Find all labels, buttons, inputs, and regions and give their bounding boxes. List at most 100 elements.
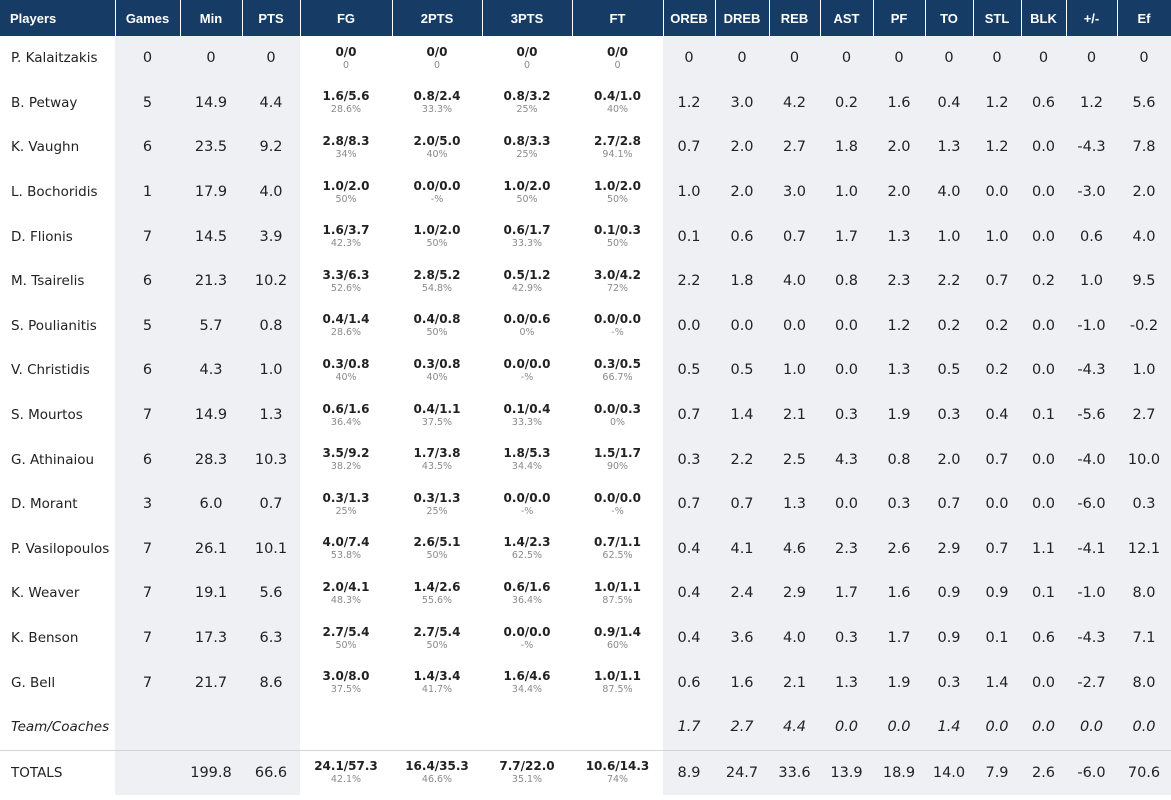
- shots-made-attempted: 2.0/5.0: [413, 133, 461, 148]
- oreb-cell: 0.7: [663, 481, 715, 527]
- games-cell: 7: [115, 660, 180, 705]
- ef-cell: 8.0: [1117, 571, 1171, 616]
- to-cell: 2.9: [925, 526, 973, 572]
- player-name-cell[interactable]: B. Petway: [11, 94, 78, 111]
- blk-cell: 0.1: [1021, 571, 1066, 616]
- pf-cell: 0.0: [873, 704, 925, 750]
- ef-cell: 9.5: [1117, 258, 1171, 304]
- player-name-cell[interactable]: V. Christidis: [11, 362, 90, 379]
- shots-made-attempted: 0.1/0.4: [503, 401, 551, 416]
- player-name-cell[interactable]: G. Bell: [11, 674, 56, 691]
- player-name-cell[interactable]: G. Athinaiou: [11, 451, 95, 468]
- player-name-cell[interactable]: M. Tsairelis: [11, 273, 85, 290]
- column-header-dreb[interactable]: DREB: [715, 0, 770, 36]
- ef-cell: 4.0: [1117, 214, 1171, 259]
- shot-percentage: -%: [611, 327, 624, 339]
- player-name-cell[interactable]: P. Vasilopoulos: [11, 540, 110, 557]
- blk-cell: 0.1: [1021, 392, 1066, 438]
- points-cell: 0.7: [242, 481, 300, 527]
- oreb-cell: 0: [663, 36, 715, 81]
- stl-cell: 7.9: [973, 749, 1021, 796]
- shot-cell-fg: 3.0/8.0 37.5%: [300, 660, 392, 705]
- column-header-ef[interactable]: Ef: [1117, 0, 1171, 36]
- column-header-stl[interactable]: STL: [973, 0, 1022, 36]
- player-name-cell[interactable]: D. Morant: [11, 496, 78, 513]
- player-row: D. Morant 3 6.0 0.7 0.3/1.3 25% 0.3/1.3 25% 0.0/…: [0, 481, 1171, 527]
- shots-made-attempted: 2.6/5.1: [413, 535, 461, 550]
- shot-cell-fg: 2.8/8.3 34%: [300, 125, 392, 170]
- player-row: G. Athinaiou 6 28.3 10.3 3.5/9.2 38.2% 1.7/3.8…: [0, 437, 1171, 482]
- shots-made-attempted: 1.6/5.6: [322, 89, 370, 104]
- to-cell: 0.3: [925, 660, 973, 705]
- points-cell: 3.9: [242, 214, 300, 259]
- ast-cell: 1.8: [820, 125, 873, 170]
- shot-cell-two: 0.4/0.8 50%: [392, 304, 482, 349]
- shot-percentage: 0: [433, 59, 441, 71]
- column-header-blk[interactable]: BLK: [1021, 0, 1067, 36]
- shots-made-attempted: 3.5/9.2: [322, 446, 370, 461]
- shots-made-attempted: 3.0/4.2: [594, 267, 641, 282]
- column-header-players[interactable]: Players: [0, 0, 116, 36]
- shot-percentage: 62.5%: [602, 550, 633, 562]
- shot-cell-fg: 3.5/9.2 38.2%: [300, 437, 392, 482]
- column-header-oreb[interactable]: OREB: [663, 0, 716, 36]
- column-header-pf[interactable]: PF: [873, 0, 926, 36]
- ast-cell: 1.0: [820, 169, 873, 215]
- player-name-cell[interactable]: D. Flionis: [11, 228, 73, 245]
- empty-cell: [572, 705, 663, 750]
- shot-cell-fg: 0.3/0.8 40%: [300, 348, 392, 393]
- player-name-cell[interactable]: K. Vaughn: [11, 139, 80, 156]
- column-header-games[interactable]: Games: [115, 0, 181, 36]
- column-header-ft[interactable]: FT: [572, 0, 664, 36]
- player-name-cell[interactable]: L. Bochoridis: [11, 184, 98, 201]
- ef-cell: 2.0: [1117, 169, 1171, 215]
- player-name-cell[interactable]: K. Benson: [11, 630, 79, 647]
- shots-made-attempted: 0.9/1.4: [594, 624, 641, 639]
- player-name-cell[interactable]: P. Kalaitzakis: [11, 50, 98, 67]
- player-row: B. Petway 5 14.9 4.4 1.6/5.6 28.6% 0.8/2.4 33.3…: [0, 80, 1171, 126]
- column-header-2pts[interactable]: 2PTS: [392, 0, 483, 36]
- shot-cell-two: 16.4/35.3 46.6%: [392, 749, 482, 796]
- column-header-to[interactable]: TO: [925, 0, 974, 36]
- shot-percentage: 74%: [606, 774, 629, 786]
- shot-cell-fg: 24.1/57.3 42.1%: [300, 749, 392, 796]
- games-cell: 7: [115, 615, 180, 661]
- shot-percentage: -%: [611, 505, 624, 517]
- shot-percentage: 90%: [606, 461, 629, 473]
- shot-percentage: 52.6%: [330, 282, 362, 294]
- shots-made-attempted: 1.0/2.0: [322, 178, 370, 193]
- to-cell: 0.3: [925, 392, 973, 438]
- blk-cell: 0.0: [1021, 437, 1066, 482]
- dreb-cell: 0.6: [715, 214, 769, 259]
- shots-made-attempted: 0.1/0.3: [594, 223, 641, 238]
- column-header-fg[interactable]: FG: [300, 0, 393, 36]
- column-header-min[interactable]: Min: [180, 0, 243, 36]
- ast-cell: 0.0: [820, 303, 873, 349]
- column-header-pts[interactable]: PTS: [242, 0, 301, 36]
- column-header-reb[interactable]: REB: [769, 0, 821, 36]
- column-header-plus-minus[interactable]: +/-: [1066, 0, 1118, 36]
- pm-cell: -6.0: [1066, 749, 1117, 796]
- pf-cell: 1.3: [873, 214, 925, 259]
- column-header-ast[interactable]: AST: [820, 0, 874, 36]
- pf-cell: 1.3: [873, 348, 925, 393]
- player-name-cell[interactable]: S. Poulianitis: [11, 317, 97, 334]
- games-cell: 1: [115, 169, 180, 215]
- reb-cell: 1.3: [769, 481, 820, 527]
- shot-percentage: 34.4%: [511, 461, 543, 473]
- shots-made-attempted: 2.8/8.3: [322, 133, 370, 148]
- shot-cell-three: 1.0/2.0 50%: [482, 170, 572, 215]
- ast-cell: 0: [820, 36, 873, 81]
- player-name-cell[interactable]: S. Mourtos: [11, 407, 83, 424]
- pf-cell: 2.3: [873, 258, 925, 304]
- shot-cell-ft: 1.0/1.1 87.5%: [572, 660, 663, 705]
- reb-cell: 2.9: [769, 571, 820, 616]
- stl-cell: 0.1: [973, 615, 1021, 661]
- reb-cell: 1.0: [769, 348, 820, 393]
- points-cell: 0: [242, 36, 300, 81]
- pf-cell: 2.0: [873, 169, 925, 215]
- player-name-cell[interactable]: K. Weaver: [11, 585, 80, 602]
- oreb-cell: 2.2: [663, 258, 715, 304]
- column-header-3pts[interactable]: 3PTS: [482, 0, 573, 36]
- blk-cell: 1.1: [1021, 526, 1066, 572]
